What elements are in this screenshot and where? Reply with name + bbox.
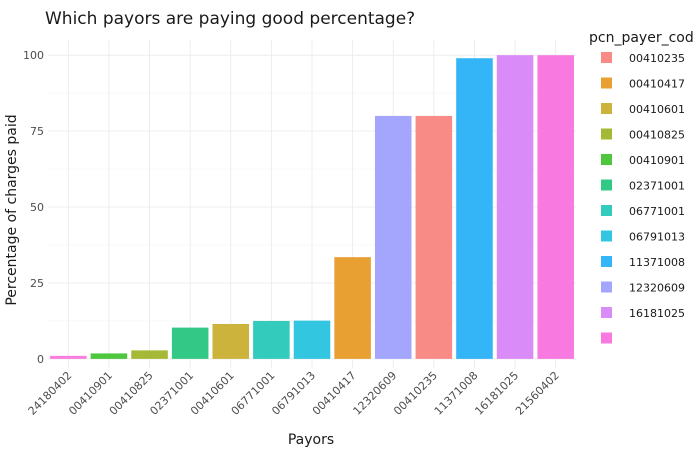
bar — [90, 353, 128, 359]
bar — [456, 58, 493, 359]
chart-title: Which payors are paying good percentage? — [45, 9, 415, 29]
x-axis-ticks: 2418040200410901004108250237100100410601… — [26, 369, 562, 418]
y-tick-label: 25 — [30, 277, 44, 290]
bar — [131, 350, 168, 359]
legend-swatch — [601, 103, 612, 114]
y-axis-ticks: 0 25 50 75 100 — [23, 49, 44, 366]
legend-label: 02371001 — [629, 180, 685, 193]
legend-swatch — [601, 332, 612, 344]
legend-label: 06771001 — [629, 205, 685, 218]
bar — [537, 55, 574, 359]
legend-swatch — [601, 281, 612, 293]
legend-swatch — [601, 307, 612, 318]
legend-label: 11371008 — [629, 256, 685, 269]
legend-label: 00410901 — [629, 154, 685, 167]
y-tick-label: 75 — [30, 125, 44, 138]
bar — [293, 320, 331, 359]
legend-label: 00410825 — [629, 129, 685, 142]
legend-label: 06791013 — [629, 231, 685, 244]
legend-swatch — [601, 52, 612, 63]
legend-swatch — [601, 205, 612, 216]
legend-swatch — [601, 179, 612, 191]
x-tick-label: 21560402 — [513, 369, 562, 418]
bar — [253, 320, 290, 359]
legend-swatch — [601, 154, 612, 165]
bar — [415, 115, 453, 359]
legend-label: 00410417 — [629, 78, 685, 91]
bar — [171, 327, 209, 359]
y-tick-label: 50 — [30, 201, 44, 214]
y-tick-label: 100 — [23, 49, 44, 62]
legend-swatch — [601, 230, 612, 242]
legend-swatch — [601, 128, 612, 140]
bar — [50, 355, 87, 359]
legend-label: 12320609 — [629, 282, 685, 295]
bar — [212, 323, 250, 359]
bar — [496, 55, 534, 359]
x-axis-title: Payors — [288, 432, 334, 448]
bars — [50, 55, 574, 359]
legend-label: 16181025 — [629, 307, 685, 320]
legend-label: 00410235 — [629, 52, 685, 65]
legend-label: 00410601 — [629, 103, 685, 116]
legend-swatch — [601, 256, 612, 267]
y-axis-title: Percentage of charges paid — [4, 114, 20, 305]
bar — [374, 115, 412, 359]
bar — [334, 257, 371, 359]
legend-swatch — [601, 77, 612, 89]
y-tick-label: 0 — [37, 353, 44, 366]
legend: pcn_payer_cod 00410235 00410417 00410601 00… — [589, 30, 694, 344]
legend-title: pcn_payer_cod — [589, 30, 694, 46]
